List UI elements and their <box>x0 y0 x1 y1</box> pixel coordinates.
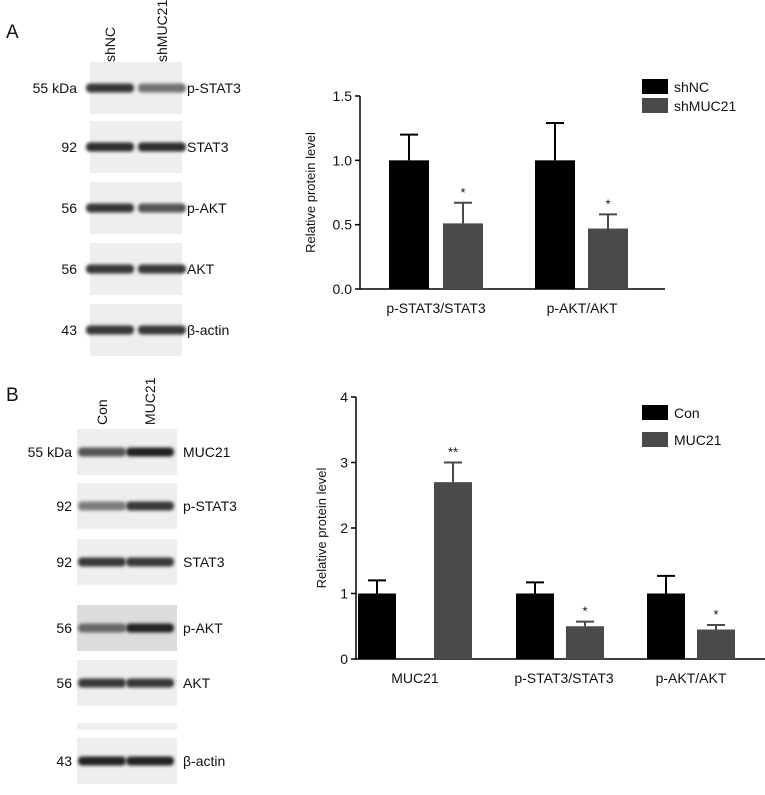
y-tick-label: 1.0 <box>333 152 353 168</box>
protein-label: p-STAT3 <box>187 80 241 96</box>
blot-band <box>78 501 126 511</box>
blot-band <box>86 264 134 274</box>
x-category-label: p-STAT3/STAT3 <box>386 300 486 316</box>
molecular-weight-label: 92 <box>56 498 72 514</box>
blot-band <box>86 325 134 335</box>
bar <box>566 626 604 659</box>
protein-label: p-STAT3 <box>183 498 237 514</box>
protein-label: AKT <box>183 675 211 691</box>
y-tick-label: 1 <box>340 586 348 602</box>
panel-letter-b: B <box>6 385 19 406</box>
protein-label: β-actin <box>183 753 225 769</box>
bar <box>389 160 429 289</box>
molecular-weight-label: 92 <box>56 554 72 570</box>
legend-swatch <box>642 79 668 94</box>
y-axis-label: Relative protein level <box>303 132 318 253</box>
protein-label: STAT3 <box>183 554 225 570</box>
x-category-label: MUC21 <box>391 670 439 686</box>
legend-swatch <box>642 405 668 420</box>
lane-label: MUC21 <box>142 377 158 425</box>
bar <box>516 593 554 659</box>
protein-label: MUC21 <box>183 444 231 460</box>
y-tick-label: 4 <box>340 389 348 405</box>
blot-band <box>138 83 186 93</box>
blot-band <box>86 83 134 93</box>
protein-label: STAT3 <box>187 139 229 155</box>
bar <box>647 593 685 659</box>
blot-band <box>86 142 134 152</box>
legend-label: shNC <box>674 79 709 95</box>
x-category-label: p-AKT/AKT <box>547 300 618 316</box>
significance-marker: * <box>605 196 610 211</box>
legend-swatch <box>642 432 668 447</box>
y-tick-label: 3 <box>340 455 348 471</box>
blot-band <box>126 756 174 766</box>
molecular-weight-label: 55 kDa <box>28 444 73 460</box>
x-category-label: p-STAT3/STAT3 <box>514 670 614 686</box>
molecular-weight-label: 56 <box>56 620 72 636</box>
lane-label: shMUC21 <box>154 0 170 62</box>
molecular-weight-label: 55 kDa <box>33 80 78 96</box>
y-tick-label: 0.0 <box>333 281 353 297</box>
y-tick-label: 0 <box>340 651 348 667</box>
legend-swatch <box>642 98 668 113</box>
blot-band <box>126 557 174 567</box>
blot-band <box>126 447 174 457</box>
molecular-weight-label: 56 <box>56 675 72 691</box>
blot-band <box>126 623 174 633</box>
blot-band <box>126 678 174 688</box>
molecular-weight-label: 56 <box>61 261 77 277</box>
molecular-weight-label: 56 <box>61 200 77 216</box>
x-category-label: p-AKT/AKT <box>656 670 727 686</box>
legend-label: shMUC21 <box>674 98 736 114</box>
bar <box>443 223 483 289</box>
molecular-weight-label: 92 <box>61 139 77 155</box>
blot-band <box>138 203 186 213</box>
blot-band <box>138 264 186 274</box>
bar <box>535 160 575 289</box>
blot-band <box>86 203 134 213</box>
blot-band <box>138 142 186 152</box>
y-tick-label: 0.5 <box>333 217 353 233</box>
protein-label: p-AKT <box>183 620 223 636</box>
bar <box>588 228 628 289</box>
blot-band <box>78 623 126 633</box>
bar <box>697 629 735 659</box>
protein-label: AKT <box>187 261 215 277</box>
lane-label: Con <box>94 399 110 425</box>
blot-band <box>78 447 126 457</box>
protein-label: β-actin <box>187 322 229 338</box>
panel-letter-a: A <box>6 22 19 43</box>
significance-marker: * <box>460 185 465 200</box>
bar <box>358 593 396 659</box>
blot-band <box>78 756 126 766</box>
legend-label: Con <box>674 405 700 421</box>
significance-marker: ** <box>448 445 458 460</box>
blot-separator <box>77 723 177 730</box>
significance-marker: * <box>713 607 718 622</box>
legend-label: MUC21 <box>674 432 722 448</box>
blot-band <box>78 678 126 688</box>
y-tick-label: 2 <box>340 520 348 536</box>
molecular-weight-label: 43 <box>61 322 77 338</box>
lane-label: shNC <box>102 27 118 62</box>
y-axis-label: Relative protein level <box>314 468 329 589</box>
blot-band <box>138 325 186 335</box>
blot-band <box>78 557 126 567</box>
bar <box>434 482 472 659</box>
molecular-weight-label: 43 <box>56 753 72 769</box>
y-tick-label: 1.5 <box>333 88 353 104</box>
significance-marker: * <box>582 604 587 619</box>
protein-label: p-AKT <box>187 200 227 216</box>
blot-band <box>126 501 174 511</box>
